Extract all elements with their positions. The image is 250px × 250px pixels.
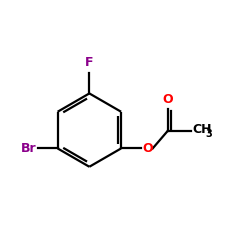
Text: 3: 3: [206, 129, 212, 139]
Text: O: O: [163, 93, 173, 106]
Text: O: O: [142, 142, 153, 155]
Text: F: F: [85, 56, 94, 70]
Text: Br: Br: [20, 142, 36, 155]
Text: CH: CH: [192, 123, 212, 136]
